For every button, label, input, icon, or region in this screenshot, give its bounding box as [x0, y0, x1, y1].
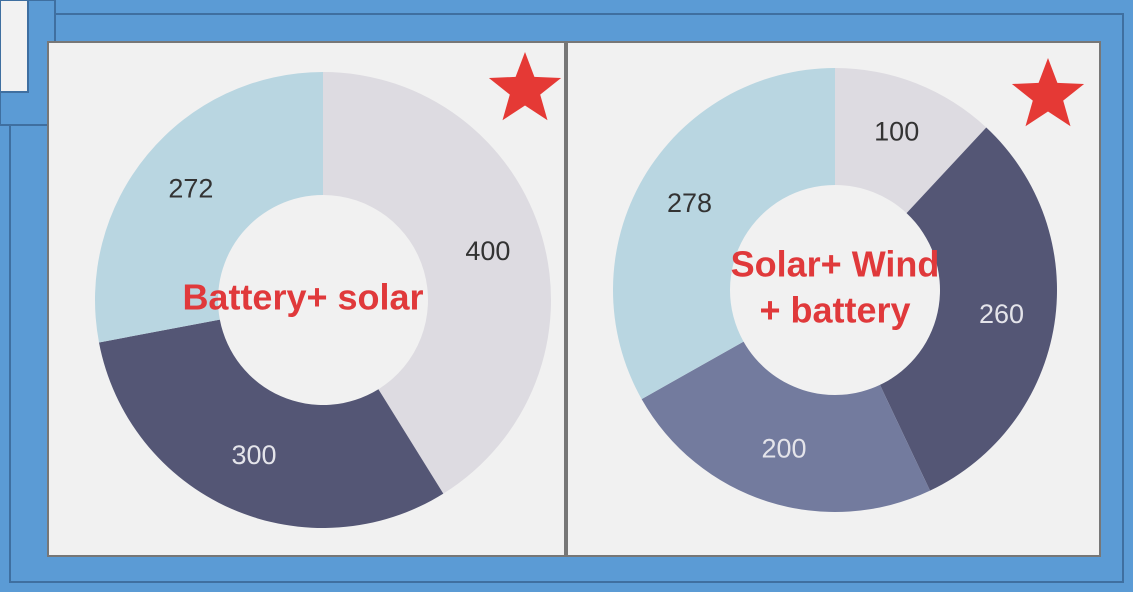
corner-box [0, 0, 29, 93]
donut-segment [94, 72, 323, 343]
donut-segment [835, 68, 987, 214]
star [488, 52, 562, 121]
center-label: Solar+ Wind [731, 244, 940, 285]
data-label: 200 [761, 434, 806, 464]
charts: 400 300 272 Battery+ solar 100 260 200 278 Solar… [94, 68, 1057, 529]
data-label: 400 [465, 236, 510, 266]
data-label: 278 [667, 188, 712, 218]
center-label: + battery [759, 290, 910, 331]
frame [9, 13, 1124, 583]
donut-segment [613, 68, 835, 400]
donut-segment [879, 127, 1057, 491]
donut-segment [98, 319, 444, 529]
donut-segment [641, 341, 931, 512]
data-label: 260 [979, 299, 1024, 329]
star [1011, 58, 1085, 127]
center-label: Battery+ solar [182, 277, 423, 318]
data-label: 300 [232, 440, 277, 470]
data-label: 272 [168, 174, 213, 204]
donut-segment [323, 72, 551, 494]
data-label: 100 [874, 116, 919, 146]
